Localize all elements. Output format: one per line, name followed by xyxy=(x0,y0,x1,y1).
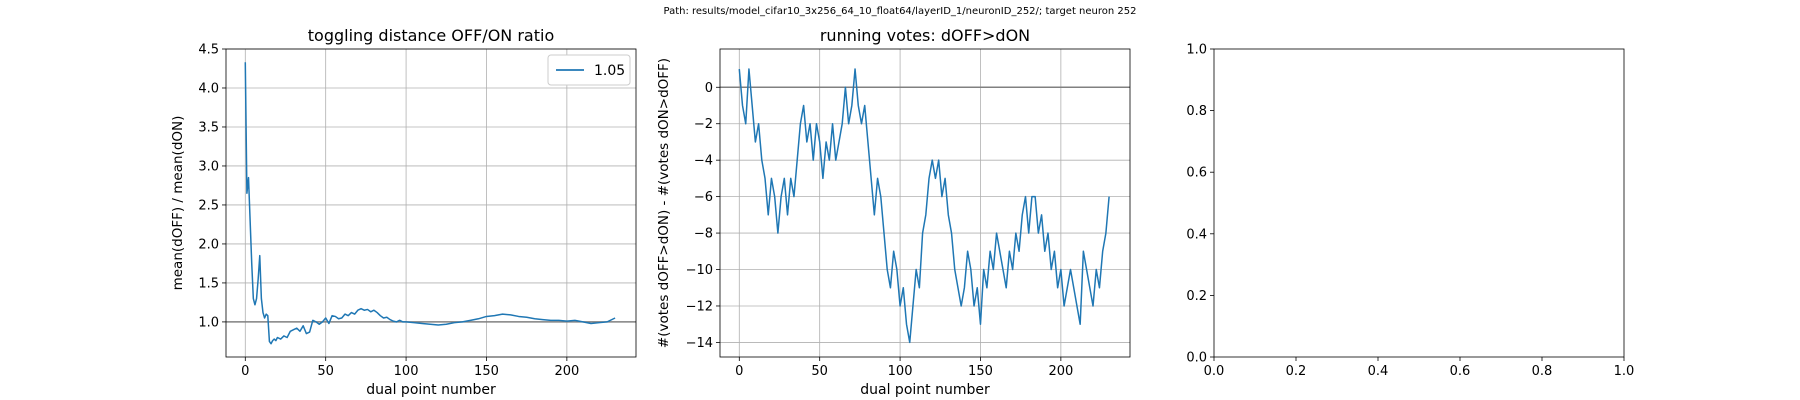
chart-title: running votes: dOFF>dON xyxy=(820,26,1030,45)
x-tick-label: 0.0 xyxy=(1204,364,1225,379)
x-tick-label: 200 xyxy=(554,364,579,379)
y-tick-label: −10 xyxy=(686,263,713,278)
y-tick-label: −6 xyxy=(694,190,713,205)
y-tick-label: −2 xyxy=(694,117,713,132)
x-tick-label: 200 xyxy=(1048,364,1073,379)
legend-box xyxy=(547,54,631,86)
x-axis-label: dual point number xyxy=(860,382,990,398)
y-tick-label: −12 xyxy=(686,299,713,314)
x-tick-label: 150 xyxy=(474,364,499,379)
chart-panel-2: 0 50 100 150 200 0 −2 −4 −6 −8 −10 −12 −14 running vo… xyxy=(656,26,1131,398)
series-line-1 xyxy=(738,68,1110,344)
chart-panel-1: 0 50 100 150 200 1.0 1.5 2.0 2.5 3.0 3.5 4.0 4.5 togg… xyxy=(170,26,637,398)
y-tick-label: 2.5 xyxy=(198,198,219,213)
y-axis-label: mean(dOFF) / mean(dON) xyxy=(170,116,186,291)
y-tick-label: 0.2 xyxy=(1186,289,1207,304)
x-tick-label: 50 xyxy=(317,364,334,379)
y-tick-label: 0 xyxy=(705,81,713,96)
y-tick-label: −8 xyxy=(694,227,713,242)
x-tick-label: 0.4 xyxy=(1368,364,1389,379)
y-tick-label: 4.5 xyxy=(198,43,219,58)
axes-frame xyxy=(719,48,1131,358)
y-tick-label: 1.5 xyxy=(198,276,219,291)
x-axis-label: dual point number xyxy=(366,382,496,398)
chart-title: toggling distance OFF/ON ratio xyxy=(308,26,554,45)
x-tick-label: 50 xyxy=(811,364,828,379)
axes-frame xyxy=(1213,48,1625,358)
y-tick-label: −14 xyxy=(686,336,713,351)
y-tick-label: 0.6 xyxy=(1186,166,1207,181)
axes-frame xyxy=(225,48,637,358)
x-tick-label: 150 xyxy=(968,364,993,379)
y-tick-label: 3.5 xyxy=(198,120,219,135)
x-tick-label: 0.2 xyxy=(1286,364,1307,379)
y-tick-label: 4.0 xyxy=(198,81,219,96)
y-tick-label: 0.0 xyxy=(1186,351,1207,366)
chart-panel-3: 0.0 0.2 0.4 0.6 0.8 1.0 0.0 0.2 0.4 0.6 0.8 1.0 xyxy=(1186,43,1634,380)
series-line-1 xyxy=(244,62,616,345)
y-tick-label: 0.8 xyxy=(1186,104,1207,119)
y-tick-label: 1.0 xyxy=(1186,43,1207,58)
y-tick-label: 3.0 xyxy=(198,159,219,174)
y-axis-label: #(votes dOFF>dON) - #(votes dON>dOFF) xyxy=(656,58,672,348)
x-tick-label: 1.0 xyxy=(1614,364,1635,379)
x-tick-label: 0.8 xyxy=(1532,364,1553,379)
x-tick-label: 0 xyxy=(241,364,249,379)
x-tick-label: 100 xyxy=(394,364,419,379)
figure-suptitle: Path: results/model_cifar10_3x256_64_10_… xyxy=(663,6,1137,17)
x-tick-label: 100 xyxy=(888,364,913,379)
y-tick-label: 2.0 xyxy=(198,237,219,252)
legend: 1.05 xyxy=(547,54,631,86)
y-tick-label: 0.4 xyxy=(1186,227,1207,242)
x-tick-label: 0 xyxy=(735,364,743,379)
legend-entry: 1.05 xyxy=(594,63,625,79)
y-tick-label: 1.0 xyxy=(198,315,219,330)
y-tick-label: −4 xyxy=(694,154,713,169)
x-tick-label: 0.6 xyxy=(1450,364,1471,379)
